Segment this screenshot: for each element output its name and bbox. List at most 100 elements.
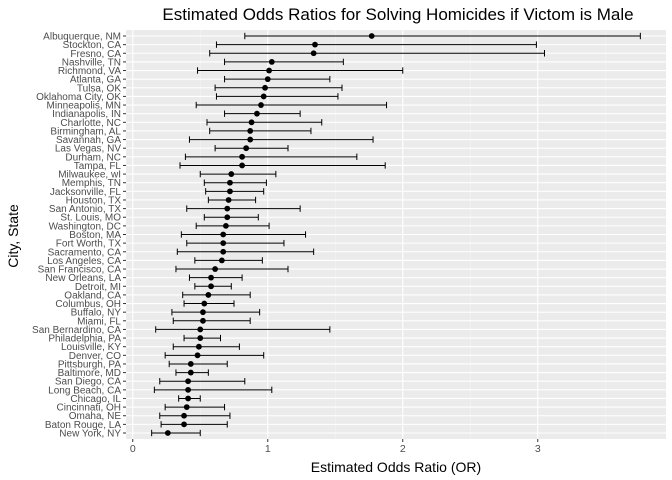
y-tick-label: San Bernardino, CA [32, 325, 121, 336]
city-estimate [203, 214, 259, 221]
odds-ratio-point [200, 317, 206, 324]
y-axis-title: City, State [5, 204, 21, 268]
y-tick-label: Richmond, VA [58, 66, 122, 77]
y-tick-label: Columbus, OH [55, 299, 121, 310]
odds-ratio-point [227, 188, 233, 195]
city-estimate [194, 257, 263, 264]
y-tick-label: Houston, TX [66, 195, 122, 206]
y-tick-label: Durham, NC [65, 152, 121, 163]
y-tick-label: Miami, FL [77, 316, 121, 327]
odds-ratio-point [223, 222, 229, 229]
odds-ratio-point [248, 119, 255, 126]
y-tick-label: Indianapolis, IN [52, 109, 121, 120]
odds-ratio-point [200, 309, 206, 316]
odds-ratio-point [225, 197, 232, 203]
y-tick-label: Baton Rouge, LA [45, 420, 121, 431]
y-tick-label: San Diego, CA [55, 377, 121, 388]
odds-ratio-point [208, 274, 214, 281]
city-estimate [159, 412, 231, 419]
y-tick-label: Cincinnati, OH [57, 403, 121, 414]
city-estimate [178, 395, 201, 402]
odds-ratio-point [205, 292, 212, 298]
y-tick-label: Long Beach, CA [48, 385, 121, 396]
y-tick-label: Charlotte, NC [60, 118, 121, 129]
odds-ratio-point [220, 231, 227, 238]
odds-ratio-point [181, 421, 187, 428]
odds-ratio-point [228, 171, 235, 177]
odds-ratio-point [220, 240, 227, 247]
chart-title: Estimated Odds Ratios for Solving Homici… [162, 5, 633, 24]
city-estimate [186, 239, 285, 247]
city-estimate [183, 300, 235, 307]
odds-ratio-point [164, 430, 171, 436]
city-estimate [209, 127, 312, 135]
odds-ratio-point [212, 266, 219, 272]
city-estimate [153, 386, 273, 394]
city-estimate [183, 334, 221, 342]
odds-ratio-point [201, 300, 208, 307]
y-tick-label: Memphis, TN [62, 178, 121, 189]
odds-ratio-point [196, 343, 202, 350]
city-estimate [199, 170, 277, 178]
y-tick-label: Jacksonville, FL [50, 187, 122, 198]
odds-ratio-point [197, 326, 204, 333]
y-tick-label: Washington, DC [49, 221, 121, 232]
y-tick-label: Boston, MA [69, 230, 121, 241]
y-tick-label: Fort Worth, TX [56, 239, 122, 250]
odds-ratio-point [183, 404, 190, 411]
city-estimate [215, 93, 339, 100]
city-estimate [159, 378, 246, 385]
odds-ratio-point [197, 335, 204, 341]
odds-ratio-point [247, 128, 254, 134]
x-axis-tick-labels: 0 1 2 3 [130, 439, 541, 455]
city-estimate [209, 50, 545, 57]
city-estimate [224, 110, 301, 117]
city-estimate [188, 274, 243, 281]
x-tick-label: 1 [265, 443, 271, 455]
city-estimate [197, 67, 404, 74]
odds-ratio-point [266, 67, 272, 74]
city-estimate [160, 421, 228, 428]
y-tick-label: Nashville, TN [62, 57, 121, 68]
x-tick-label: 0 [130, 443, 136, 455]
y-tick-label: Fresno, CA [70, 49, 121, 60]
y-tick-label: Albuquerque, NM [43, 32, 121, 43]
city-estimate [188, 136, 374, 143]
y-tick-label: St. Louis, MO [60, 213, 121, 224]
odds-ratio-point [185, 395, 192, 402]
city-estimate [151, 429, 201, 437]
odds-ratio-point [185, 386, 192, 393]
odds-ratio-point [243, 145, 250, 152]
odds-ratio-point [218, 257, 225, 264]
city-estimate [207, 196, 257, 204]
y-tick-label: Savannah, GA [56, 135, 121, 146]
city-estimate [180, 231, 307, 238]
odds-ratio-point [194, 352, 201, 359]
odds-ratio-point [220, 248, 227, 255]
y-tick-label: Minneapolis, MN [47, 101, 121, 112]
y-tick-label: Milwaukee, wI [58, 170, 121, 181]
odds-ratio-point [254, 110, 260, 117]
city-estimate [164, 403, 226, 411]
odds-ratio-point [227, 179, 233, 186]
x-axis-title: Estimated Odds Ratio (OR) [311, 459, 481, 475]
odds-ratio-point [310, 50, 317, 57]
x-tick-label: 2 [400, 443, 406, 455]
odds-ratio-point [268, 58, 275, 65]
y-tick-label: Buffalo, NY [71, 308, 122, 319]
city-estimate [195, 222, 270, 230]
y-tick-label: Birmingham, AL [50, 126, 121, 137]
odds-ratio-point [262, 84, 268, 91]
city-estimate [155, 326, 331, 333]
odds-ratio-point [208, 283, 214, 290]
y-tick-label: Denver, CO [69, 351, 121, 362]
y-tick-label: Tulsa, OK [77, 83, 121, 94]
y-tick-label: Sacramento, CA [48, 247, 122, 258]
y-tick-label: Omaha, NE [69, 411, 122, 422]
y-tick-label: Philadelphia, PA [48, 334, 121, 345]
y-tick-label: San Antonio, TX [49, 204, 121, 215]
city-estimate [184, 153, 358, 161]
city-estimate [171, 308, 261, 316]
